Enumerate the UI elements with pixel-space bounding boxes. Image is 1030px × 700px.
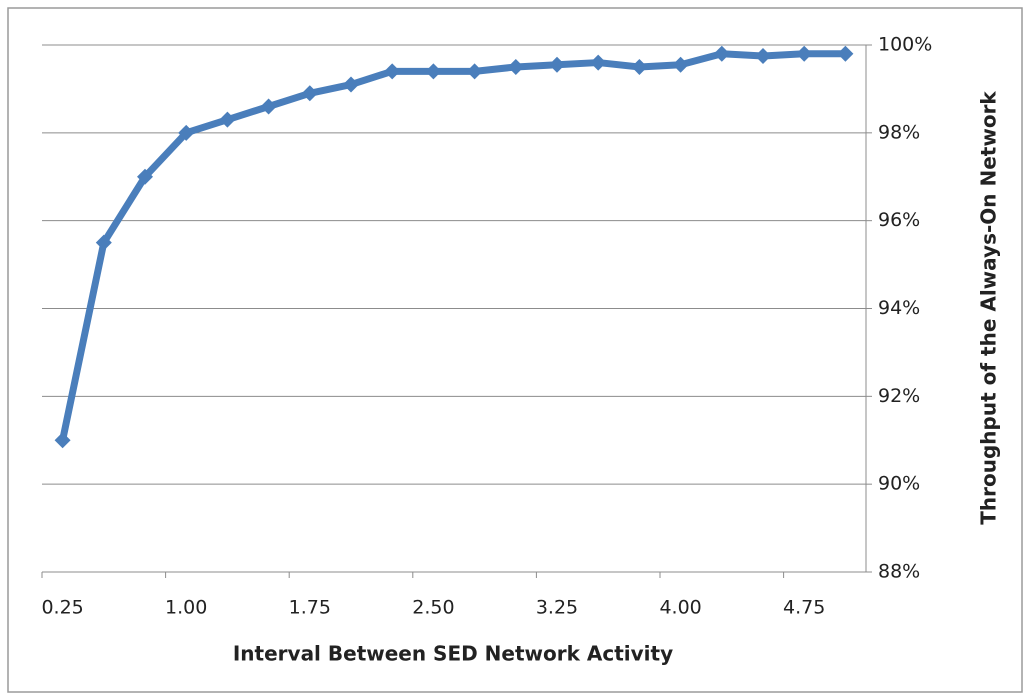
y-tick-label: 98%	[878, 121, 920, 143]
marker	[384, 63, 401, 80]
marker	[137, 168, 153, 185]
marker	[301, 85, 318, 102]
x-tick-label: 2.50	[412, 597, 454, 619]
marker	[590, 54, 607, 71]
marker	[672, 56, 689, 73]
chart-border	[7, 7, 1023, 693]
marker	[425, 63, 442, 80]
x-tick-label: 0.25	[41, 597, 83, 619]
marker	[549, 56, 565, 73]
y-tick-label: 90%	[878, 473, 920, 495]
marker	[796, 45, 813, 62]
x-tick-label: 1.00	[165, 597, 207, 619]
marker	[755, 47, 771, 64]
marker	[54, 432, 71, 449]
y-tick-label: 96%	[878, 209, 920, 231]
line	[59, 50, 846, 441]
y-axis-title: Throughput of the Always-On Network	[977, 91, 1001, 525]
marker	[95, 234, 112, 251]
marker	[837, 45, 854, 62]
marker	[713, 45, 730, 62]
y-tick-label: 92%	[878, 385, 920, 407]
marker	[219, 111, 236, 128]
x-axis-title: Interval Between SED Network Activity	[233, 642, 673, 666]
marker	[343, 76, 359, 93]
x-tick-label: 3.25	[536, 597, 578, 619]
x-tick-label: 4.75	[783, 597, 825, 619]
marker	[631, 58, 648, 75]
x-tick-label: 1.75	[289, 597, 331, 619]
marker	[466, 63, 483, 80]
x-tick-label: 4.00	[659, 597, 701, 619]
marker	[507, 58, 524, 75]
y-tick-label: 94%	[878, 297, 920, 319]
marker	[178, 124, 195, 141]
y-tick-label: 88%	[878, 561, 920, 583]
marker	[260, 98, 277, 115]
y-tick-label: 100%	[878, 34, 932, 56]
